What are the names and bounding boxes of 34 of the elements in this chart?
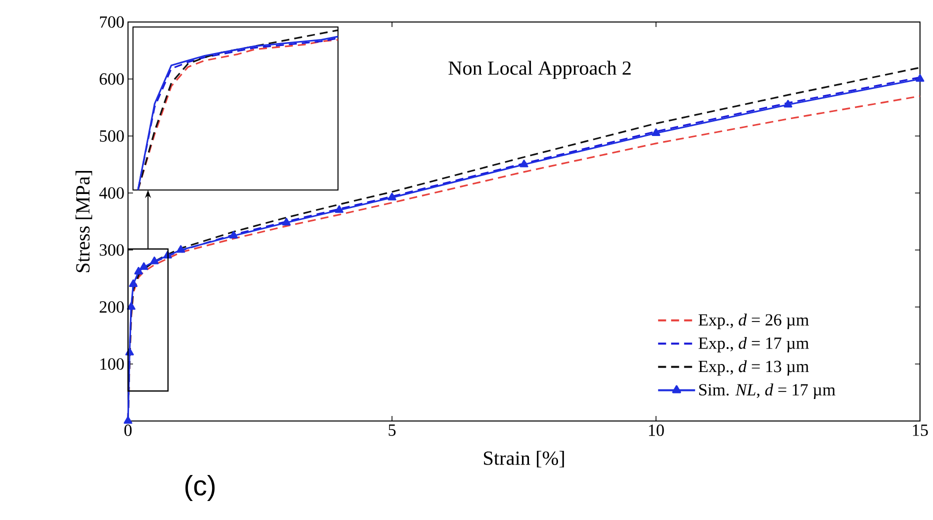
text: (c) (185, 474, 215, 502)
point (334, 205, 344, 213)
y-tick-label: 600 (100, 73, 124, 85)
y-tick-label: 300 (100, 244, 124, 256)
point (916, 74, 924, 82)
x-tick-label: 5 (388, 424, 396, 436)
point (129, 279, 138, 287)
legend-label: Exp., d = 26 µm (698, 314, 809, 330)
point (282, 218, 291, 226)
point (150, 256, 159, 264)
y-tick-label: 100 (100, 358, 124, 370)
x-axis-title: Strain [%] (484, 450, 564, 468)
point (124, 416, 132, 424)
y-tick-label: 400 (99, 187, 124, 199)
legend-label: Exp., d = 13 µm (698, 360, 809, 376)
point (520, 160, 528, 168)
point (134, 266, 143, 274)
text: Non Local Approach 2 (448, 60, 631, 79)
point (176, 245, 186, 253)
y-axis-title: Stress [MPa] (76, 171, 92, 272)
point (229, 230, 238, 239)
point (126, 302, 136, 310)
point (784, 100, 792, 108)
y-tick-label: 700 (100, 16, 124, 28)
legend-label: Sim. NL, d = 17 µm (699, 384, 836, 399)
point (140, 262, 148, 270)
x-tick-label: 10 (649, 424, 664, 436)
x-tick-label: 0 (124, 424, 132, 436)
x-tick-label: 15 (913, 424, 928, 436)
y-tick-label: 500 (100, 130, 124, 142)
point (388, 192, 396, 200)
legend-label: Exp., d = 17 µm (698, 336, 809, 352)
point (652, 128, 660, 136)
y-tick-label: 200 (100, 301, 124, 313)
